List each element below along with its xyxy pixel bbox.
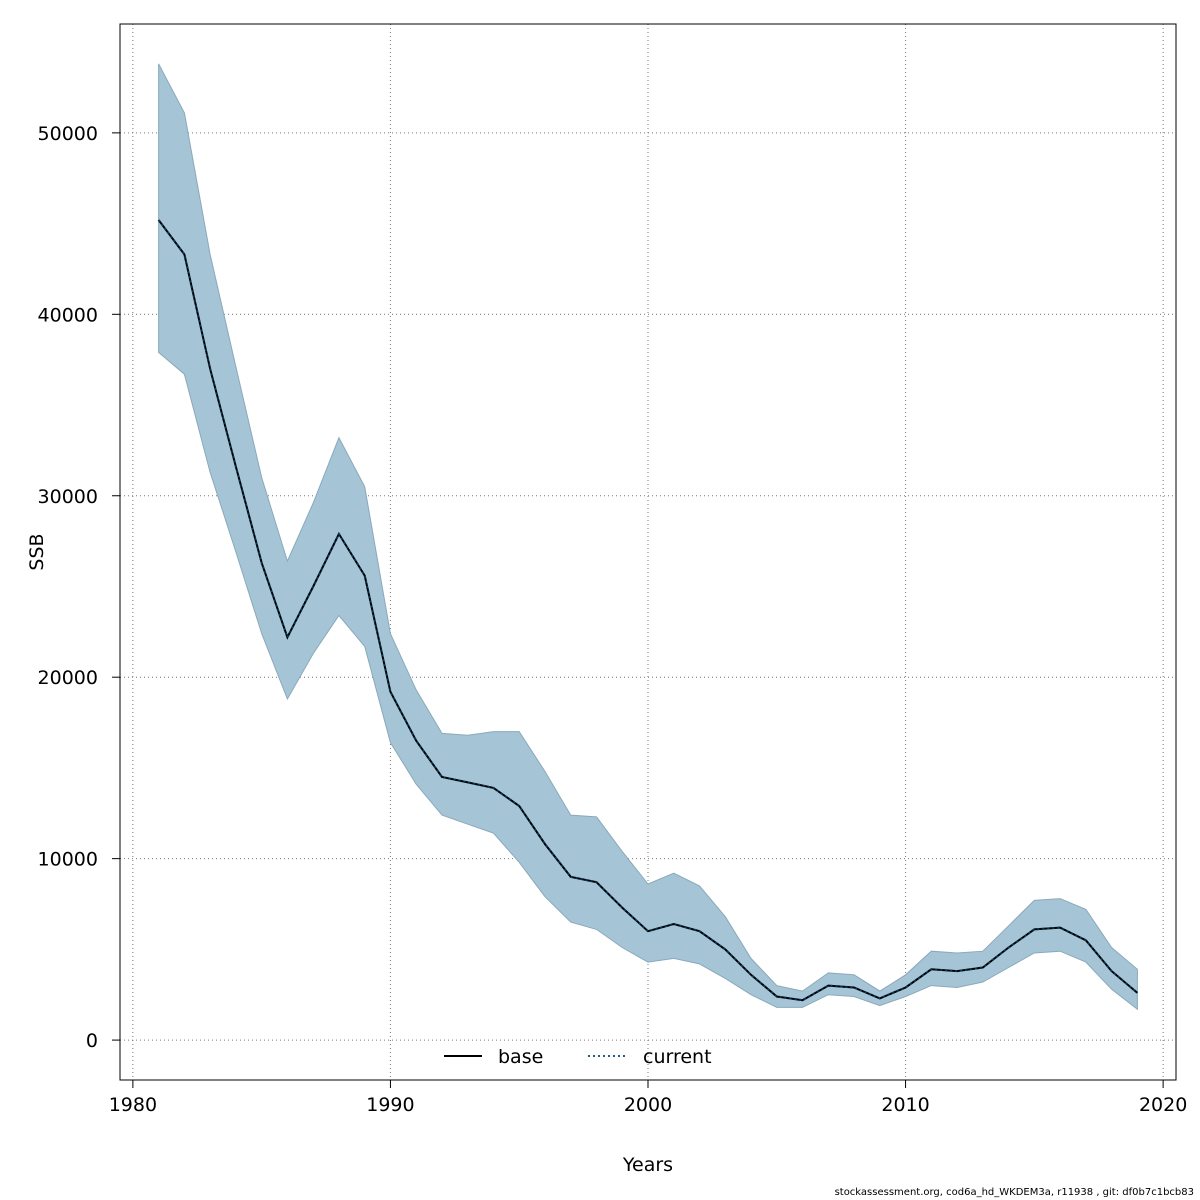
y-tick-label: 0: [86, 1030, 98, 1052]
source-footer: stockassessment.org, cod6a_hd_WKDEM3a, r…: [834, 1187, 1194, 1198]
x-tick-label: 1980: [109, 1094, 157, 1116]
x-tick-label: 2010: [881, 1094, 929, 1116]
confidence-band: [158, 63, 1138, 1011]
y-tick-label: 30000: [38, 486, 98, 508]
x-tick-label: 1990: [366, 1094, 414, 1116]
x-tick-label: 2000: [624, 1094, 672, 1116]
y-tick-label: 20000: [38, 667, 98, 689]
legend: base current: [444, 1046, 712, 1068]
y-axis-title: SSB: [26, 533, 48, 570]
x-tick-label: 2020: [1139, 1094, 1187, 1116]
y-axis: 0 10000 20000 30000 40000 50000: [38, 123, 120, 1052]
y-tick-label: 50000: [38, 123, 98, 145]
y-tick-label: 10000: [38, 849, 98, 871]
legend-label-current: current: [643, 1046, 712, 1068]
x-axis: 1980 1990 2000 2010 2020: [109, 1080, 1187, 1116]
legend-label-base: base: [498, 1046, 543, 1068]
y-tick-label: 40000: [38, 304, 98, 326]
series-line-current: [157, 219, 1139, 1002]
x-axis-title: Years: [622, 1154, 673, 1176]
